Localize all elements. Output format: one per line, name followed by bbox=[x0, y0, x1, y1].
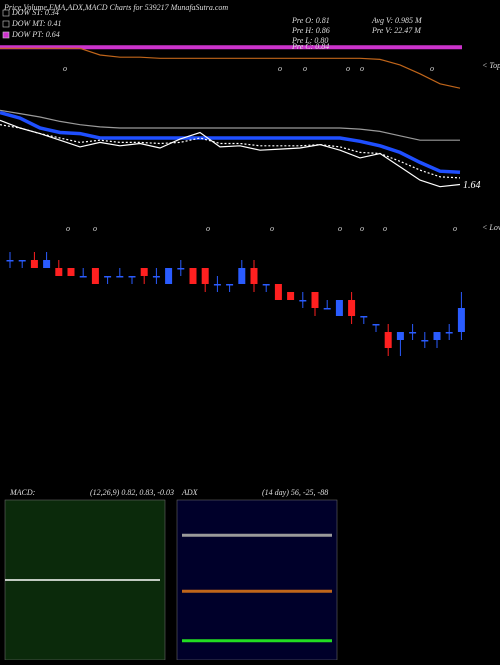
info-label: Pre L: 0.80 bbox=[291, 36, 328, 45]
candle-body bbox=[433, 332, 441, 340]
legend-label: DOW PT: 0.64 bbox=[11, 30, 60, 39]
last-value-label: 1.64 bbox=[463, 180, 481, 191]
tops-label: < Tops bbox=[482, 61, 500, 70]
panel-label: MACD: bbox=[9, 488, 36, 497]
candle-body bbox=[213, 284, 221, 286]
candle-body bbox=[299, 300, 307, 302]
top-marker: o bbox=[278, 64, 282, 73]
lows-label: < Lows bbox=[482, 223, 500, 232]
candle-body bbox=[104, 276, 112, 278]
candle-body bbox=[384, 332, 392, 348]
candle-body bbox=[6, 260, 14, 262]
top-marker: o bbox=[430, 64, 434, 73]
top-marker: o bbox=[63, 64, 67, 73]
info-label: Avg V: 0.985 M bbox=[371, 16, 423, 25]
overlay-line bbox=[0, 110, 461, 175]
panel-params: (14 day) 56, -25, -88 bbox=[262, 488, 328, 497]
candle-body bbox=[152, 276, 160, 278]
candle-body bbox=[250, 268, 258, 284]
low-marker: o bbox=[270, 224, 274, 233]
candle-body bbox=[348, 300, 356, 316]
candle-body bbox=[421, 340, 429, 342]
overlay-line bbox=[0, 109, 460, 141]
candle-body bbox=[274, 284, 282, 300]
low-marker: o bbox=[453, 224, 457, 233]
overlay-line bbox=[0, 119, 461, 188]
candle-body bbox=[360, 316, 368, 318]
legend-label: DOW ST: 0.34 bbox=[11, 8, 59, 17]
candle-body bbox=[335, 300, 343, 316]
candle-body bbox=[116, 276, 124, 278]
overlay-line bbox=[0, 47, 461, 89]
low-marker: o bbox=[206, 224, 210, 233]
candle-body bbox=[165, 268, 173, 284]
overlay-line bbox=[0, 124, 461, 179]
candle-body bbox=[287, 292, 295, 300]
candle-body bbox=[177, 268, 185, 270]
candle-body bbox=[409, 332, 417, 334]
candle-body bbox=[30, 260, 38, 268]
legend-swatch bbox=[2, 20, 10, 28]
info-label: Pre C: 0.84 bbox=[291, 42, 329, 51]
candle-body bbox=[43, 260, 51, 268]
info-label: Pre V: 22.47 M bbox=[371, 26, 422, 35]
candle-body bbox=[445, 332, 453, 334]
candle-body bbox=[311, 292, 319, 308]
panel-params: (12,26,9) 0.82, 0.83, -0.03 bbox=[90, 488, 174, 497]
candle-body bbox=[226, 284, 234, 286]
candle-body bbox=[140, 268, 148, 276]
legend-swatch bbox=[2, 9, 10, 17]
candle-body bbox=[91, 268, 99, 284]
panel-label: ADX bbox=[181, 488, 199, 497]
legend-swatch bbox=[2, 31, 10, 39]
candle-body bbox=[457, 308, 465, 332]
top-marker: o bbox=[346, 64, 350, 73]
candle-body bbox=[67, 268, 75, 276]
low-marker: o bbox=[383, 224, 387, 233]
candle-body bbox=[189, 268, 197, 284]
candle-body bbox=[128, 276, 136, 278]
top-marker: o bbox=[360, 64, 364, 73]
candle-body bbox=[238, 268, 246, 284]
legend-label: DOW MT: 0.41 bbox=[11, 19, 62, 28]
candle-body bbox=[55, 268, 63, 276]
low-marker: o bbox=[360, 224, 364, 233]
chart-title: Price,Volume,EMA,ADX,MACD Charts for 539… bbox=[3, 3, 228, 12]
low-marker: o bbox=[93, 224, 97, 233]
info-label: Pre O: 0.81 bbox=[291, 16, 330, 25]
candle-body bbox=[372, 324, 380, 326]
candle-body bbox=[262, 284, 270, 286]
candle-body bbox=[18, 260, 26, 262]
candle-body bbox=[396, 332, 404, 340]
top-marker: o bbox=[303, 64, 307, 73]
candle-body bbox=[79, 276, 87, 278]
low-marker: o bbox=[66, 224, 70, 233]
candle-body bbox=[201, 268, 209, 284]
low-marker: o bbox=[338, 224, 342, 233]
info-label: Pre H: 0.86 bbox=[291, 26, 330, 35]
candle-body bbox=[323, 308, 331, 310]
panel-background bbox=[176, 499, 338, 661]
